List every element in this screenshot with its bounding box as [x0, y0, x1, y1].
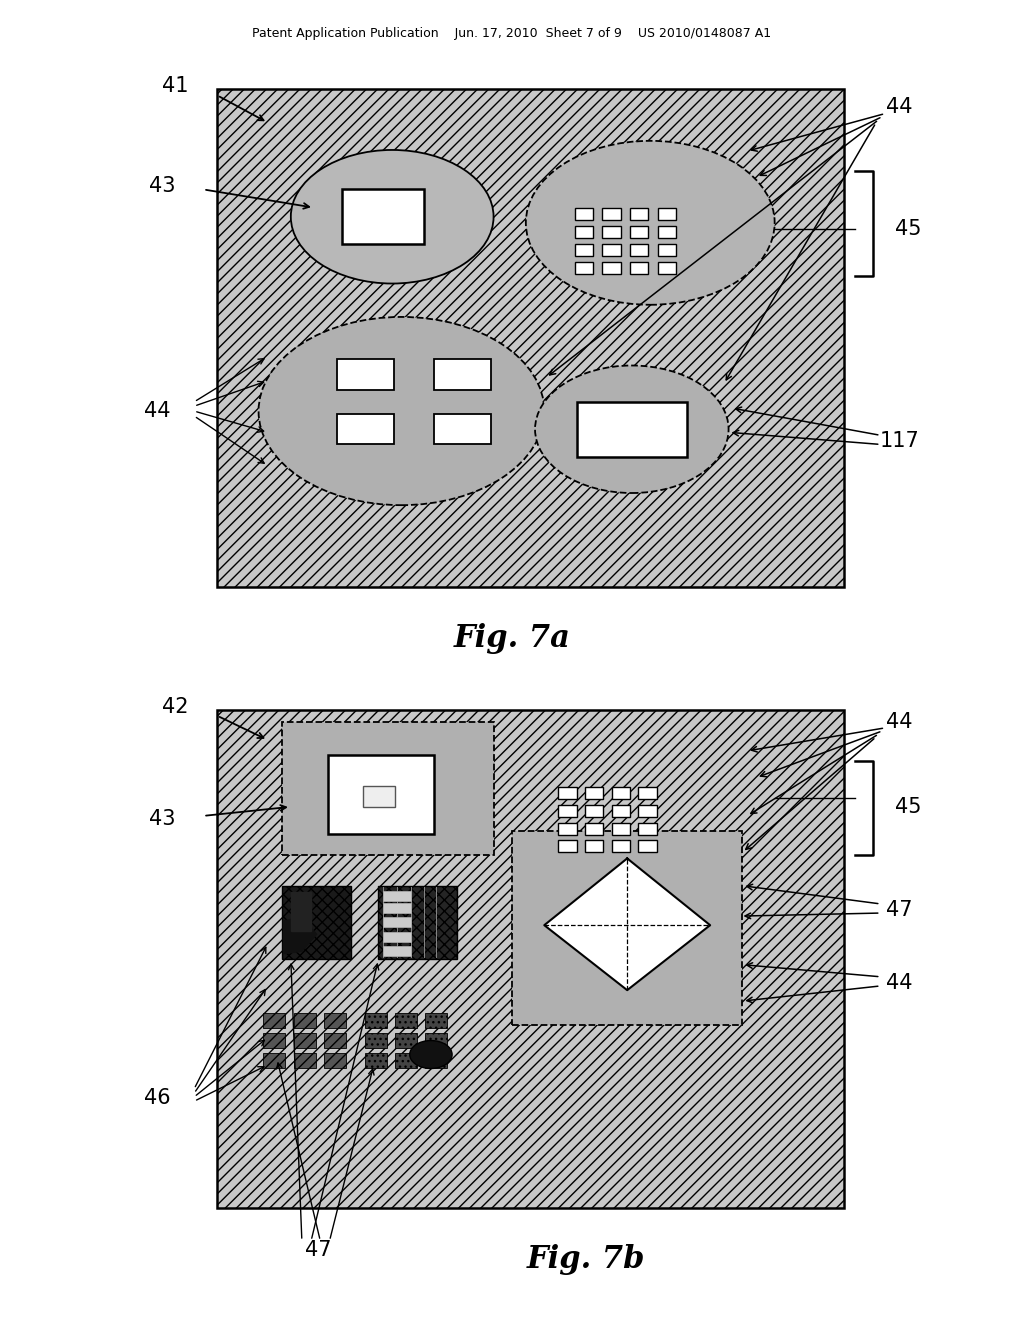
Circle shape: [291, 150, 494, 284]
Bar: [282, 886, 350, 958]
Text: 42: 42: [163, 697, 188, 717]
Bar: [558, 805, 577, 817]
Circle shape: [258, 317, 545, 506]
Bar: [383, 917, 411, 927]
Bar: [630, 263, 648, 275]
Bar: [263, 1014, 286, 1028]
Bar: [337, 414, 394, 445]
Text: Fig. 7a: Fig. 7a: [454, 623, 570, 655]
Bar: [324, 1053, 346, 1068]
Polygon shape: [291, 892, 311, 932]
Text: 47: 47: [886, 900, 912, 920]
Text: 44: 44: [144, 401, 170, 421]
Bar: [585, 787, 603, 800]
Bar: [558, 787, 577, 800]
Text: 43: 43: [148, 809, 175, 829]
Bar: [574, 207, 593, 219]
Bar: [395, 1034, 417, 1048]
Bar: [324, 1034, 346, 1048]
Bar: [574, 244, 593, 256]
Text: 117: 117: [880, 432, 919, 451]
Bar: [263, 1053, 286, 1068]
Text: 47: 47: [305, 1239, 332, 1261]
Bar: [512, 832, 742, 1026]
Bar: [395, 1053, 417, 1068]
Text: Fig. 7b: Fig. 7b: [526, 1243, 645, 1275]
Bar: [328, 755, 434, 834]
Bar: [611, 822, 630, 834]
Text: 44: 44: [886, 98, 912, 117]
Bar: [657, 226, 676, 238]
Bar: [383, 946, 411, 956]
Text: 43: 43: [148, 177, 175, 197]
Bar: [630, 226, 648, 238]
Bar: [638, 822, 656, 834]
Bar: [558, 822, 577, 834]
Circle shape: [410, 1040, 453, 1068]
Bar: [611, 805, 630, 817]
Bar: [585, 841, 603, 853]
Bar: [425, 1014, 447, 1028]
Text: 44: 44: [886, 973, 912, 993]
Bar: [383, 891, 411, 900]
Bar: [324, 1014, 346, 1028]
Bar: [657, 263, 676, 275]
Bar: [365, 1034, 387, 1048]
Bar: [294, 1034, 315, 1048]
Bar: [395, 1014, 417, 1028]
Text: 45: 45: [895, 797, 922, 817]
Bar: [602, 207, 621, 219]
Bar: [638, 787, 656, 800]
Bar: [337, 359, 394, 389]
Bar: [630, 207, 648, 219]
Text: 44: 44: [886, 711, 912, 731]
Bar: [294, 1014, 315, 1028]
Bar: [638, 841, 656, 853]
Bar: [434, 359, 490, 389]
Bar: [282, 722, 494, 855]
Bar: [383, 932, 411, 941]
Bar: [602, 244, 621, 256]
Bar: [638, 805, 656, 817]
Bar: [294, 1053, 315, 1068]
Bar: [434, 414, 490, 445]
Bar: [365, 1053, 387, 1068]
Bar: [657, 207, 676, 219]
Bar: [574, 226, 593, 238]
Bar: [611, 787, 630, 800]
Circle shape: [535, 366, 729, 492]
Bar: [379, 886, 457, 958]
Bar: [585, 805, 603, 817]
Text: 45: 45: [895, 219, 922, 239]
Polygon shape: [545, 858, 711, 990]
Circle shape: [526, 141, 775, 305]
Text: Patent Application Publication    Jun. 17, 2010  Sheet 7 of 9    US 2010/0148087: Patent Application Publication Jun. 17, …: [253, 26, 771, 40]
Bar: [263, 1034, 286, 1048]
Bar: [342, 190, 425, 244]
Bar: [585, 822, 603, 834]
Bar: [425, 1034, 447, 1048]
Bar: [558, 841, 577, 853]
Bar: [602, 226, 621, 238]
Bar: [657, 244, 676, 256]
Text: 46: 46: [143, 1088, 171, 1109]
Bar: [425, 1053, 447, 1068]
Bar: [383, 903, 411, 913]
Bar: [602, 263, 621, 275]
Bar: [365, 1014, 387, 1028]
Bar: [217, 90, 844, 587]
Bar: [362, 785, 395, 807]
Text: 41: 41: [163, 77, 188, 96]
Bar: [217, 710, 844, 1208]
Bar: [611, 841, 630, 853]
Bar: [574, 263, 593, 275]
Bar: [577, 401, 687, 457]
Bar: [630, 244, 648, 256]
Polygon shape: [284, 917, 316, 954]
